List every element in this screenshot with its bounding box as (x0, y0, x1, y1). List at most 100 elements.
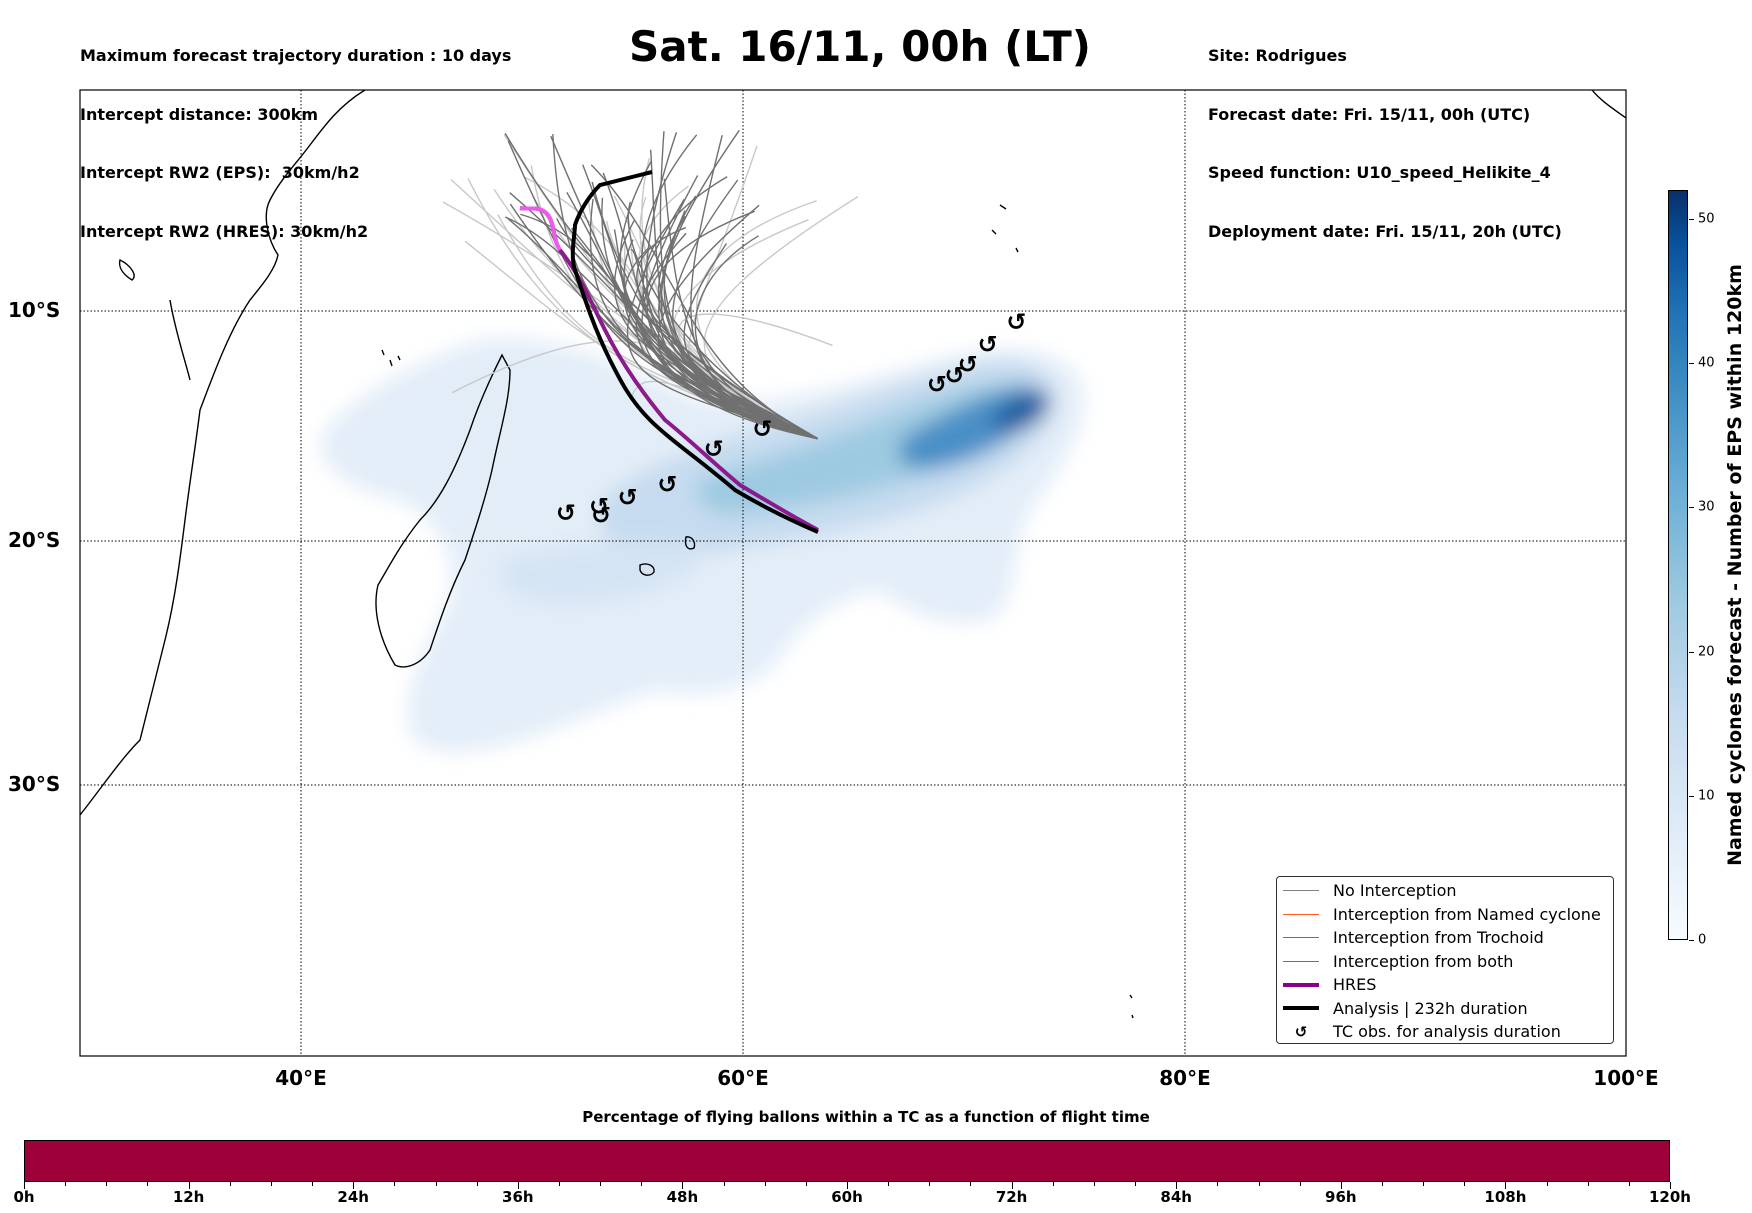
flight-time-tick-label: 84h (1160, 1188, 1192, 1206)
tc-observation-marker: ↺ (618, 484, 638, 512)
eps-density-field (320, 338, 1084, 752)
seychelles-island (991, 204, 1019, 253)
legend-item-trochoid: Interception from Trochoid (1283, 926, 1607, 950)
tc-observation-marker: ↺ (1006, 308, 1026, 336)
colorbar-label: Named cyclones forecast - Number of EPS … (1724, 264, 1746, 866)
reunion-island (639, 563, 655, 576)
flight-time-tick-mark (517, 1182, 519, 1189)
colorbar-tick-mark (1689, 795, 1694, 797)
colorbar-tick-mark (1689, 507, 1694, 509)
flight-time-tick-mark (1052, 1182, 1054, 1186)
colorbar-tick-label: 10 (1698, 788, 1715, 804)
flight-time-tick-label: 120h (1649, 1188, 1691, 1206)
lat-label-10s: 10°S (8, 298, 61, 322)
colorbar-tick-label: 20 (1698, 644, 1715, 660)
madagascar-coastline (375, 353, 511, 668)
flight-time-tick-mark (147, 1182, 149, 1186)
tc-observation-marker: ↺ (978, 330, 998, 358)
eps-trajectory (626, 198, 818, 440)
flight-time-tick-mark (65, 1182, 67, 1186)
header-right-line: Site: Rodrigues (1208, 46, 1347, 65)
tc-observation-marker: ↺ (591, 501, 611, 529)
tc-observation-marker: ↺ (945, 361, 965, 389)
tc-observation-marker: ↺ (556, 499, 576, 527)
eps-trajectory (602, 172, 818, 440)
flight-time-tick-mark (188, 1182, 190, 1189)
flight-time-tick-label: 36h (502, 1188, 534, 1206)
tc-observations: ↺ ↺↺↺ ↺↺↺↺↺↺↺↺ (556, 308, 1027, 529)
flight-time-tick-mark (929, 1182, 931, 1186)
flight-time-tick-mark (1464, 1182, 1466, 1186)
flight-time-tick-mark (558, 1182, 560, 1186)
eps-trajectory (613, 220, 819, 440)
comoros-island (381, 349, 401, 367)
flight-time-tick-mark (1258, 1182, 1260, 1186)
flight-time-tick-mark (1176, 1182, 1178, 1189)
flight-time-percentage-bar (24, 1140, 1670, 1182)
arabia-coast-fragment (1591, 90, 1626, 119)
header-right-line: Speed function: U10_speed_Helikite_4 (1208, 163, 1551, 182)
tc-observation-marker: ↺ (657, 470, 677, 498)
tc-observation-marker: ↺ (752, 415, 772, 443)
lat-label-20s: 20°S (8, 528, 61, 552)
flight-time-tick-mark (1340, 1182, 1342, 1189)
flight-time-tick-mark (435, 1182, 437, 1186)
eps-no-interception-trajectories (504, 129, 819, 440)
legend-item-analysis: Analysis | 232h duration (1283, 997, 1607, 1021)
tc-observation-marker: ↺ (927, 370, 947, 398)
eps-trajectory (552, 134, 818, 440)
eps-light-trajectory (587, 200, 819, 440)
eps-trajectory (630, 248, 818, 440)
header-right-info: Site: Rodrigues Forecast date: Fri. 15/1… (1208, 7, 1562, 261)
header-left-line: Intercept RW2 (EPS): 30km/h2 (80, 163, 360, 182)
flight-time-tick-mark (1217, 1182, 1219, 1186)
colorbar-tick-label: 30 (1698, 499, 1715, 515)
legend-label: HRES (1333, 975, 1377, 995)
lon-label-80e: 80°E (1159, 1066, 1211, 1090)
flight-time-tick-mark (229, 1182, 231, 1186)
colorbar-tick-mark (1689, 940, 1694, 941)
colorbar-tick-mark (1689, 651, 1694, 653)
flight-time-tick-mark (641, 1182, 643, 1186)
header-left-line: Maximum forecast trajectory duration : 1… (80, 46, 512, 65)
hres-trajectory-tail (519, 206, 562, 252)
flight-time-tick-label: 60h (831, 1188, 863, 1206)
legend-line-swatch (1283, 1006, 1319, 1011)
flight-time-tick-mark (270, 1182, 272, 1186)
colorbar-tick-label: 50 (1698, 211, 1715, 227)
flight-time-tick-label: 12h (172, 1188, 205, 1206)
header-right-line: Deployment date: Fri. 15/11, 20h (UTC) (1208, 221, 1562, 241)
legend-label: Interception from Trochoid (1333, 928, 1544, 948)
flight-time-tick-mark (723, 1182, 725, 1186)
legend-label: TC obs. for analysis duration (1333, 1022, 1561, 1042)
flight-time-tick-mark (1587, 1182, 1589, 1186)
legend-label: Interception from Named cyclone (1333, 904, 1601, 924)
legend-label: No Interception (1333, 881, 1457, 901)
analysis-trajectory (570, 170, 819, 534)
colorbar-tick-label: 0 (1698, 932, 1707, 948)
coastlines (80, 90, 1626, 1019)
flight-time-tick-mark (106, 1182, 108, 1186)
eps-trajectory (646, 132, 818, 440)
flight-time-tick-mark (888, 1182, 890, 1186)
mauritius-island (684, 536, 696, 550)
legend-line-swatch (1283, 890, 1319, 892)
flight-time-tick-label: 24h (337, 1188, 369, 1206)
flight-time-tick-mark (1546, 1182, 1548, 1186)
legend-item-tc-obs: ↺ TC obs. for analysis duration (1283, 1020, 1607, 1044)
colorbar-tick-label: 40 (1698, 355, 1715, 371)
flight-time-tick-mark (970, 1182, 972, 1186)
flight-time-tick-mark (1628, 1182, 1630, 1186)
flight-time-tick-mark (1381, 1182, 1383, 1186)
legend-item-named-cyclone: Interception from Named cyclone (1283, 903, 1607, 927)
tc-observation-marker: ↺ (589, 492, 609, 520)
lon-label-100e: 100°E (1593, 1066, 1659, 1090)
legend-line-swatch (1283, 913, 1319, 915)
africa-coastline (80, 90, 366, 816)
flight-time-tick-label: 48h (666, 1188, 699, 1206)
flight-time-tick-mark (600, 1182, 602, 1186)
legend-item-hres: HRES (1283, 973, 1607, 997)
map-title: Sat. 16/11, 00h (LT) (629, 22, 1091, 71)
colorbar-tick-mark (1689, 218, 1694, 220)
